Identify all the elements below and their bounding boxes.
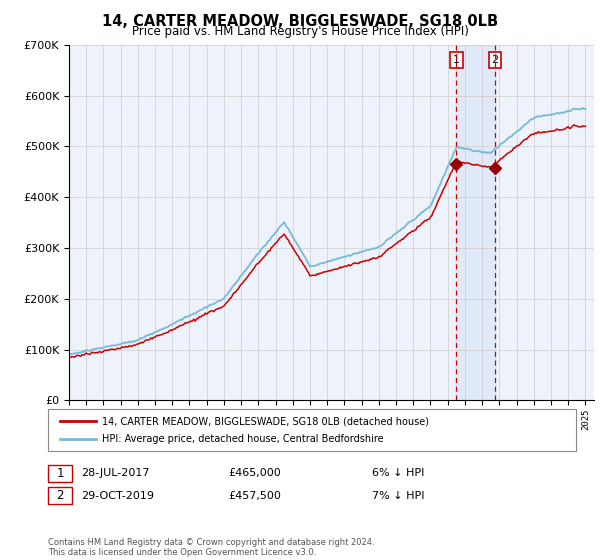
Text: 1: 1 xyxy=(56,466,64,480)
Bar xyxy=(456,45,495,400)
Text: £465,000: £465,000 xyxy=(228,468,281,478)
Text: 14, CARTER MEADOW, BIGGLESWADE, SG18 0LB: 14, CARTER MEADOW, BIGGLESWADE, SG18 0LB xyxy=(102,14,498,29)
Text: 29-OCT-2019: 29-OCT-2019 xyxy=(81,491,154,501)
Text: 2: 2 xyxy=(491,55,499,65)
Text: 6% ↓ HPI: 6% ↓ HPI xyxy=(372,468,424,478)
Text: 28-JUL-2017: 28-JUL-2017 xyxy=(81,468,149,478)
Text: 2: 2 xyxy=(56,489,64,502)
Text: £457,500: £457,500 xyxy=(228,491,281,501)
Text: Price paid vs. HM Land Registry's House Price Index (HPI): Price paid vs. HM Land Registry's House … xyxy=(131,25,469,38)
Text: HPI: Average price, detached house, Central Bedfordshire: HPI: Average price, detached house, Cent… xyxy=(102,434,383,444)
Text: 1: 1 xyxy=(453,55,460,65)
Text: Contains HM Land Registry data © Crown copyright and database right 2024.
This d: Contains HM Land Registry data © Crown c… xyxy=(48,538,374,557)
Text: 14, CARTER MEADOW, BIGGLESWADE, SG18 0LB (detached house): 14, CARTER MEADOW, BIGGLESWADE, SG18 0LB… xyxy=(102,417,429,426)
Text: 7% ↓ HPI: 7% ↓ HPI xyxy=(372,491,425,501)
